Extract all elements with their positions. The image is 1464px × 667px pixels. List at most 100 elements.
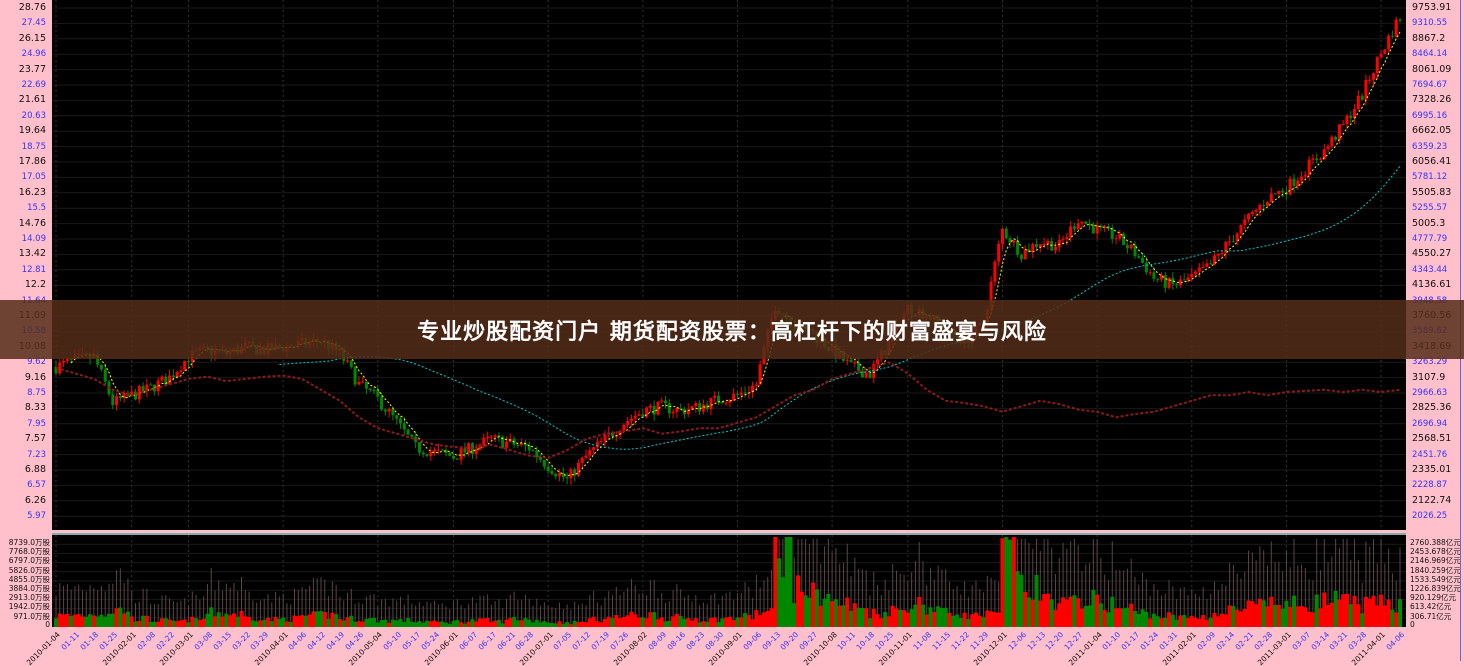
candle-body xyxy=(1110,227,1114,239)
volume-bar xyxy=(277,618,282,627)
candle-body xyxy=(149,384,153,386)
candle-body xyxy=(1387,35,1391,50)
volume-bar xyxy=(428,621,433,627)
left-axis-tick: 24.96 xyxy=(21,49,46,60)
price-chart[interactable] xyxy=(52,0,1406,530)
volume-bar xyxy=(591,616,596,627)
candle-body xyxy=(1072,226,1076,230)
candle-body xyxy=(1228,241,1232,243)
volume-bar xyxy=(1231,606,1236,627)
volume-bar xyxy=(1257,598,1262,627)
volume-bar xyxy=(973,612,978,627)
volume-bar xyxy=(743,613,748,627)
candle-body xyxy=(853,362,857,364)
volume-bar xyxy=(538,622,543,627)
volume-bar xyxy=(1246,600,1251,627)
x-axis-week-label: 11-08 xyxy=(911,630,934,652)
x-axis-week-label: 03-08 xyxy=(192,630,214,652)
volume-bar xyxy=(1019,574,1024,627)
volume-bar xyxy=(110,613,115,627)
candle-body xyxy=(645,407,649,417)
volume-bar xyxy=(735,617,740,627)
candle-body xyxy=(675,408,679,412)
candle-body xyxy=(1269,193,1273,203)
x-axis-week-label: 09-13 xyxy=(759,630,782,652)
volume-bar xyxy=(1057,603,1062,627)
candle-body xyxy=(1212,255,1216,265)
x-axis-week-label: 07-19 xyxy=(589,630,612,652)
volume-bar xyxy=(141,615,146,627)
volume-left-tick: 8739.0万股 xyxy=(8,538,50,547)
right-axis-tick: 2825.36 xyxy=(1412,402,1452,414)
volume-bar xyxy=(1341,594,1346,627)
volume-bar xyxy=(413,622,418,627)
volume-bar xyxy=(459,622,464,627)
volume-bar xyxy=(247,616,252,627)
volume-bar xyxy=(837,605,842,627)
volume-bar xyxy=(788,537,793,627)
candle-body xyxy=(539,457,543,460)
volume-bar xyxy=(648,612,653,627)
volume-bar xyxy=(493,620,498,627)
volume-bar xyxy=(224,613,229,627)
candle-body xyxy=(455,458,459,460)
right-axis-tick: 9310.55 xyxy=(1412,18,1448,29)
x-axis-week-label: 08-16 xyxy=(665,630,688,652)
right-axis-tick: 6662.05 xyxy=(1412,125,1452,137)
volume-bar xyxy=(750,619,755,627)
candle-body xyxy=(1000,228,1004,244)
candle-body xyxy=(1360,95,1364,100)
x-axis-week-label: 09-20 xyxy=(778,630,801,652)
volume-bar xyxy=(440,621,445,627)
candle-body xyxy=(349,360,353,367)
volume-bar xyxy=(674,613,679,627)
candle-body xyxy=(474,449,478,454)
volume-bar xyxy=(652,612,657,627)
candle-body xyxy=(743,392,747,394)
left-axis-tick: 6.26 xyxy=(24,494,46,506)
volume-bar xyxy=(220,616,225,627)
volume-bar xyxy=(1208,617,1213,627)
volume-bar xyxy=(807,597,812,627)
candle-body xyxy=(1095,225,1099,234)
volume-bar xyxy=(996,612,1001,627)
x-axis-week-label: 09-06 xyxy=(740,630,763,652)
volume-bar xyxy=(708,618,713,627)
volume-right-tick: 2453.678亿元 xyxy=(1410,547,1461,557)
candle-body xyxy=(448,452,452,456)
right-axis-tick: 4777.79 xyxy=(1412,234,1448,244)
candle-body xyxy=(1318,159,1322,161)
volume-bar xyxy=(883,612,888,627)
volume-bar xyxy=(682,619,687,627)
volume-bar xyxy=(1201,615,1206,627)
x-axis-week-label: 01-24 xyxy=(1138,630,1161,652)
volume-bar xyxy=(519,620,524,627)
candle-body xyxy=(497,435,501,437)
candle-body xyxy=(656,401,660,415)
volume-bar xyxy=(201,618,206,627)
volume-bar xyxy=(379,620,384,627)
left-axis-tick: 18.75 xyxy=(21,141,46,152)
volume-bar xyxy=(345,617,350,627)
candle-body xyxy=(717,395,721,403)
volume-bar xyxy=(936,606,941,627)
volume-bar xyxy=(262,619,267,627)
candle-body xyxy=(1144,262,1148,273)
left-axis-tick: 17.86 xyxy=(18,156,46,167)
candle-body xyxy=(592,447,596,451)
volume-bar xyxy=(1144,611,1149,627)
right-axis-tick: 3263.29 xyxy=(1412,357,1448,368)
candle-body xyxy=(864,372,868,378)
volume-right-tick: 1840.259亿元 xyxy=(1410,565,1461,575)
candle-body xyxy=(751,385,755,393)
volume-right-tick: 1226.839亿元 xyxy=(1410,584,1461,593)
volume-bar xyxy=(659,617,664,627)
x-axis-week-label: 01-17 xyxy=(1119,630,1142,652)
candle-body xyxy=(845,359,849,361)
volume-chart[interactable] xyxy=(52,533,1406,627)
volume-bar xyxy=(1042,594,1047,627)
candle-body xyxy=(1008,238,1012,243)
volume-bar xyxy=(91,615,96,627)
volume-bar xyxy=(508,618,513,627)
volume-bar xyxy=(602,619,607,627)
